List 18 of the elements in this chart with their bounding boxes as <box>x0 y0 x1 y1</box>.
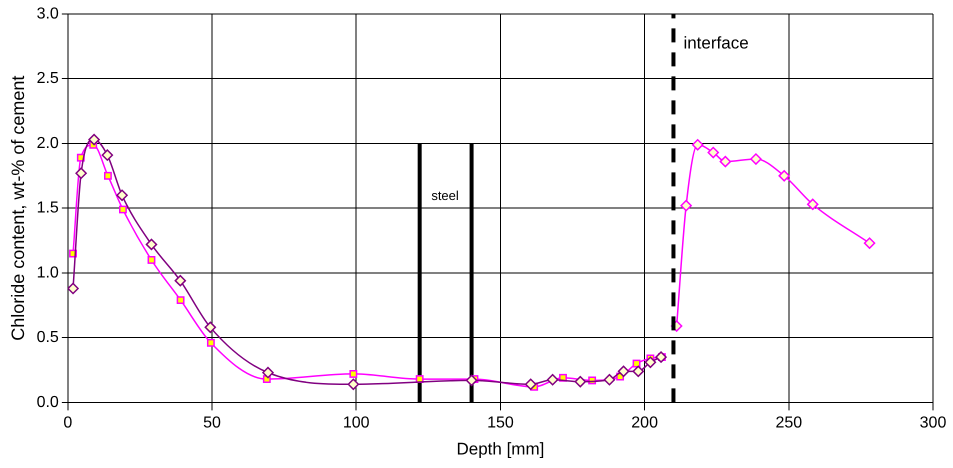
y-tick-label: 2.5 <box>36 70 59 88</box>
y-axis-title: Chloride content, wt-% of cement <box>8 76 28 341</box>
x-tick-label: 0 <box>63 414 72 432</box>
x-tick-label: 50 <box>203 414 222 432</box>
annotation: steel <box>431 188 459 204</box>
y-tick-label: 0.5 <box>36 329 59 346</box>
x-axis-title: Depth [mm] <box>456 439 544 458</box>
y-tick-label: 0.0 <box>36 394 59 411</box>
y-tick-label: 1.5 <box>36 200 59 217</box>
ref-line-label: interface <box>683 34 749 53</box>
x-tick-label: 200 <box>631 414 658 432</box>
x-tick-label: 100 <box>342 414 370 432</box>
x-tick-label: 250 <box>775 414 802 432</box>
y-tick-label: 1.0 <box>36 264 59 282</box>
y-tick-label: 3.0 <box>36 5 59 22</box>
x-tick-label: 300 <box>920 414 946 432</box>
y-tick-label: 2.0 <box>36 134 59 152</box>
x-tick-label: 150 <box>487 414 514 432</box>
